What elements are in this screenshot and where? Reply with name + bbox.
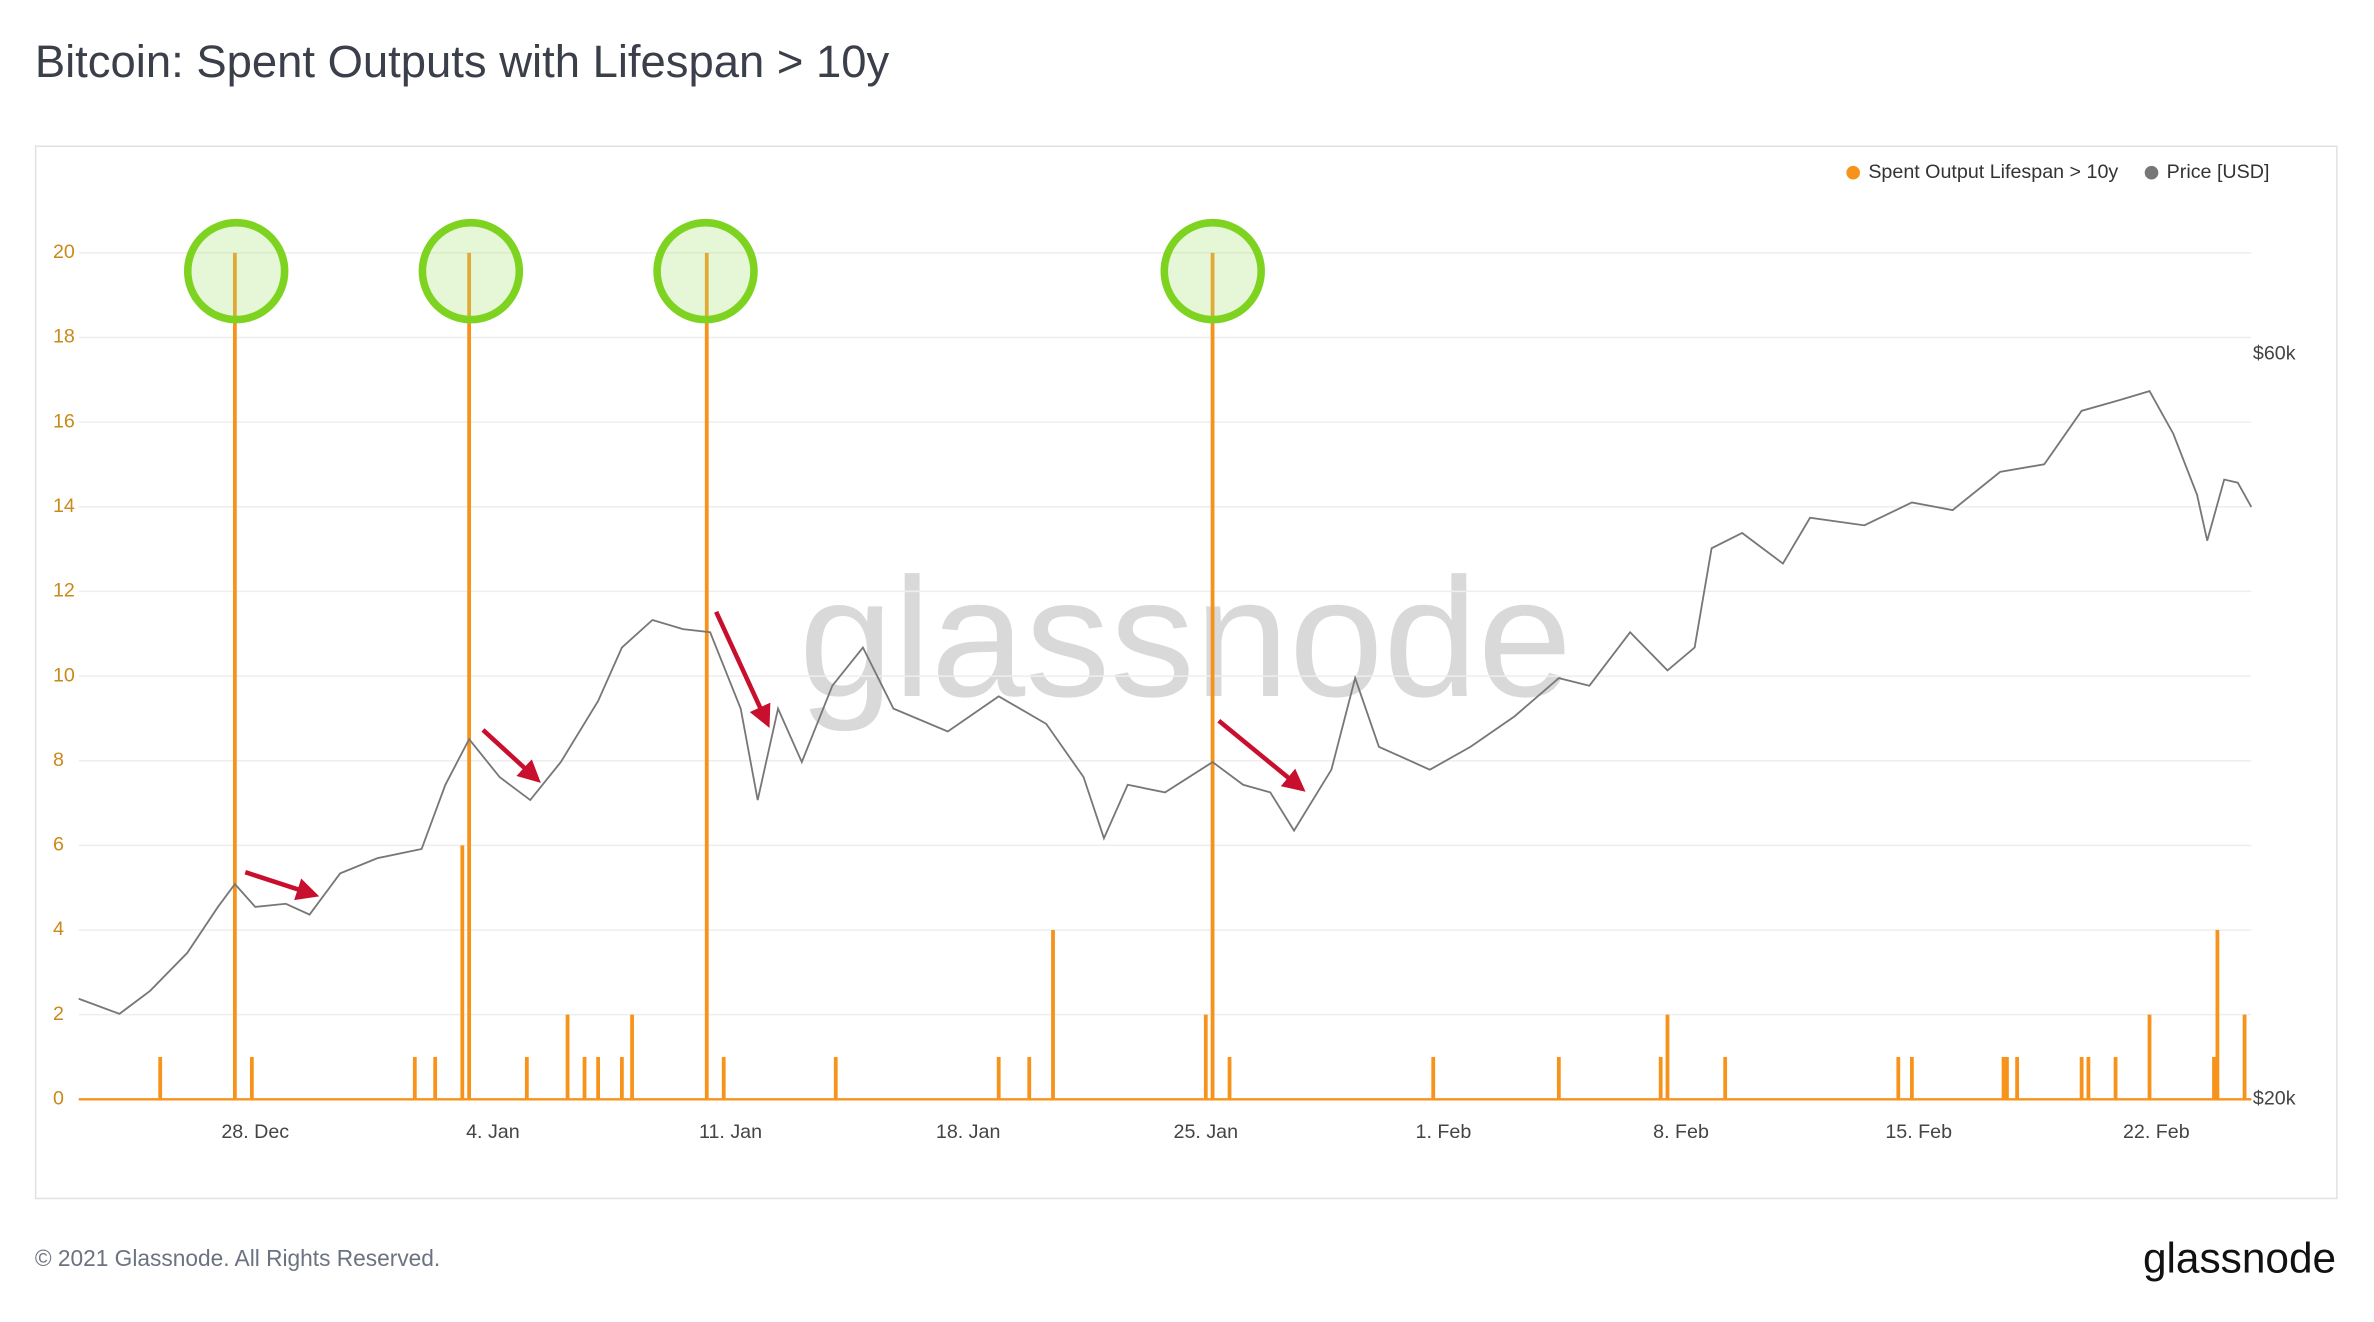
y2-tick-label: $20k — [2253, 1088, 2296, 1110]
y-tick-label: 14 — [53, 495, 75, 517]
highlight-circle — [418, 218, 524, 324]
y-tick-label: 0 — [53, 1088, 64, 1110]
x-tick-label: 8. Feb — [1653, 1121, 1709, 1143]
legend-marker — [1846, 165, 1860, 180]
x-tick-label: 28. Dec — [221, 1121, 289, 1143]
legend-label: Spent Output Lifespan > 10y — [1868, 161, 2118, 183]
y2-tick-label: $60k — [2253, 343, 2296, 365]
y-tick-label: 10 — [53, 664, 75, 686]
y-tick-label: 18 — [53, 326, 75, 348]
chart-frame — [34, 145, 2338, 1200]
x-tick-label: 22. Feb — [2123, 1121, 2190, 1143]
x-tick-label: 18. Jan — [936, 1121, 1001, 1143]
y-tick-label: 12 — [53, 580, 75, 602]
footer: © 2021 Glassnode. All Rights Reserved. — [35, 1245, 440, 1271]
x-tick-label: 15. Feb — [1885, 1121, 1952, 1143]
annotations — [183, 218, 1306, 901]
y-tick-label: 16 — [53, 410, 75, 432]
logo: glassnode — [2143, 1235, 2336, 1282]
y-tick-label: 4 — [53, 918, 64, 940]
arrow — [244, 870, 320, 901]
y-tick-label: 8 — [53, 749, 64, 771]
y-tick-label: 20 — [53, 241, 75, 263]
legend-label: Price [USD] — [2167, 161, 2270, 183]
watermark: glassnode — [799, 542, 1572, 732]
x-tick-label: 11. Jan — [699, 1121, 762, 1143]
chart-title: Bitcoin: Spent Outputs with Lifespan > 1… — [35, 36, 890, 87]
highlight-circle — [653, 218, 758, 324]
arrow — [481, 728, 541, 783]
y-tick-label: 2 — [53, 1003, 64, 1025]
highlight-circle — [183, 218, 289, 324]
arrow — [714, 610, 771, 728]
highlight-circle — [1160, 218, 1265, 324]
arrow — [1217, 719, 1306, 792]
x-tick-label: 4. Jan — [466, 1121, 520, 1143]
y-tick-label: 6 — [53, 834, 64, 856]
price-line — [78, 390, 2253, 1015]
legend-marker — [2144, 165, 2159, 180]
x-tick-label: 1. Feb — [1416, 1121, 1472, 1143]
x-tick-label: 25. Jan — [1174, 1121, 1239, 1143]
